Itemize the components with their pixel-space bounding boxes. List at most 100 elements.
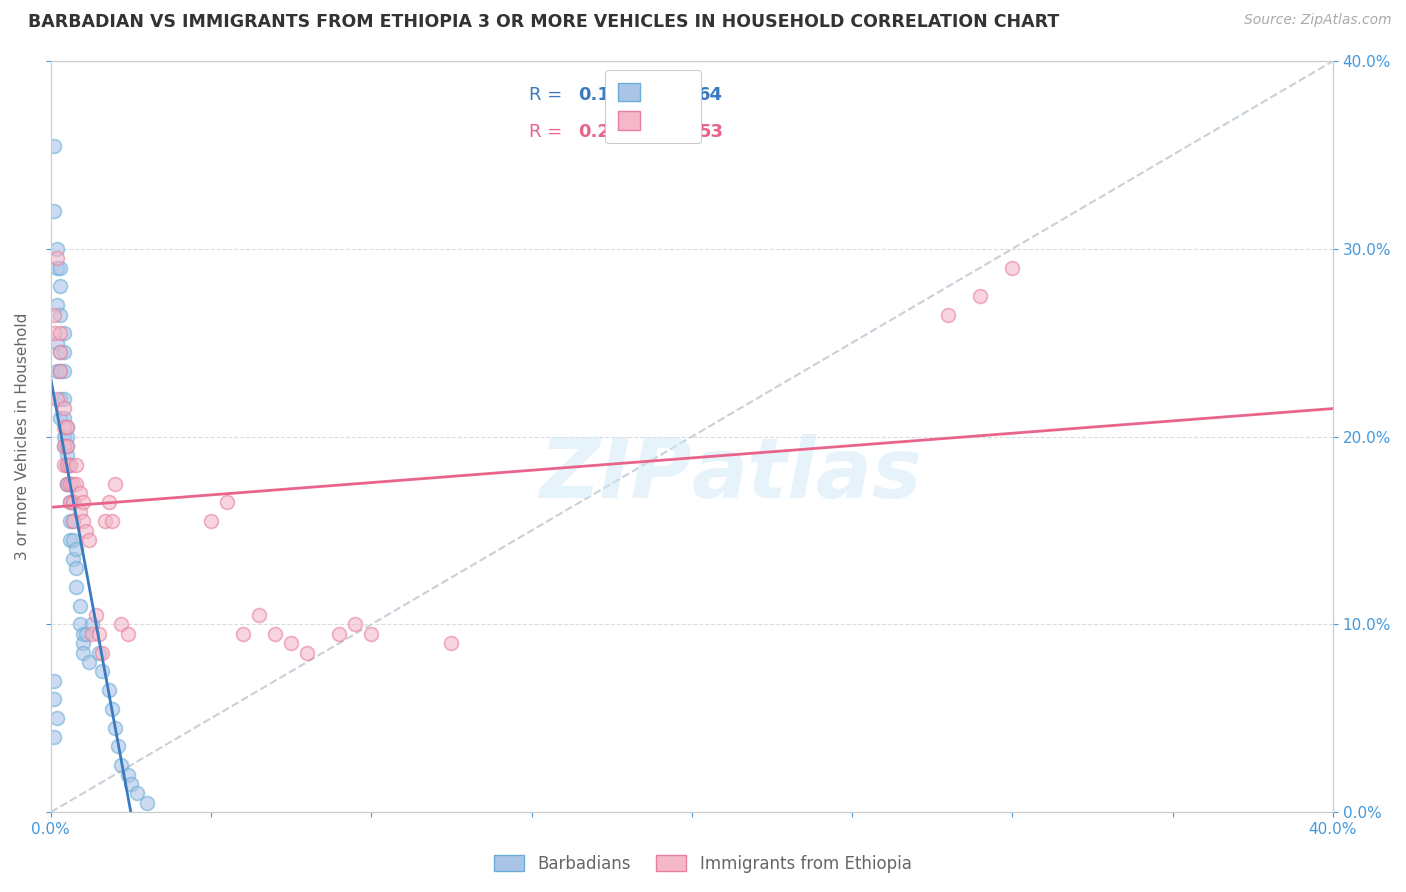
- Point: [264, 627, 287, 641]
- Point: [297, 646, 319, 660]
- Point: [232, 627, 254, 641]
- Text: R =: R =: [529, 123, 568, 142]
- Point: [107, 739, 129, 754]
- Point: [247, 607, 270, 622]
- Text: N =: N =: [655, 86, 695, 104]
- Point: [62, 551, 84, 566]
- Point: [72, 627, 94, 641]
- Point: [56, 458, 79, 472]
- Point: [59, 476, 82, 491]
- Point: [42, 673, 65, 688]
- Point: [52, 458, 75, 472]
- Y-axis label: 3 or more Vehicles in Household: 3 or more Vehicles in Household: [15, 313, 30, 560]
- Point: [42, 692, 65, 706]
- Point: [56, 439, 79, 453]
- Point: [84, 607, 107, 622]
- Point: [59, 495, 82, 509]
- Point: [328, 627, 350, 641]
- Point: [56, 430, 79, 444]
- Point: [52, 364, 75, 378]
- Point: [49, 410, 72, 425]
- Point: [46, 260, 69, 275]
- Text: atlas: atlas: [692, 434, 922, 515]
- Point: [62, 495, 84, 509]
- Point: [82, 617, 104, 632]
- Point: [65, 542, 87, 557]
- Point: [97, 683, 120, 698]
- Point: [46, 392, 69, 406]
- Text: 0.197: 0.197: [578, 86, 634, 104]
- Point: [52, 439, 75, 453]
- Legend:       ,       : ,: [606, 70, 702, 144]
- Point: [110, 758, 132, 772]
- Point: [117, 627, 139, 641]
- Point: [56, 420, 79, 434]
- Point: [104, 476, 127, 491]
- Point: [936, 308, 959, 322]
- Point: [91, 665, 114, 679]
- Point: [56, 476, 79, 491]
- Text: BARBADIAN VS IMMIGRANTS FROM ETHIOPIA 3 OR MORE VEHICLES IN HOUSEHOLD CORRELATIO: BARBADIAN VS IMMIGRANTS FROM ETHIOPIA 3 …: [28, 13, 1059, 31]
- Point: [56, 420, 79, 434]
- Text: ZIP: ZIP: [538, 434, 692, 515]
- Point: [65, 561, 87, 575]
- Text: 64: 64: [699, 86, 723, 104]
- Point: [42, 138, 65, 153]
- Point: [87, 646, 110, 660]
- Point: [56, 458, 79, 472]
- Point: [65, 458, 87, 472]
- Point: [75, 524, 97, 538]
- Text: 0.272: 0.272: [578, 123, 634, 142]
- Point: [72, 636, 94, 650]
- Point: [52, 420, 75, 434]
- Point: [56, 476, 79, 491]
- Point: [49, 279, 72, 293]
- Point: [42, 204, 65, 219]
- Point: [42, 308, 65, 322]
- Point: [62, 476, 84, 491]
- Point: [59, 458, 82, 472]
- Point: [69, 505, 91, 519]
- Point: [52, 401, 75, 416]
- Point: [100, 702, 122, 716]
- Point: [49, 345, 72, 359]
- Point: [75, 627, 97, 641]
- Point: [59, 476, 82, 491]
- Point: [52, 430, 75, 444]
- Point: [1001, 260, 1024, 275]
- Point: [117, 767, 139, 781]
- Point: [56, 439, 79, 453]
- Point: [49, 364, 72, 378]
- Point: [127, 786, 149, 800]
- Point: [42, 730, 65, 744]
- Point: [136, 796, 159, 810]
- Point: [69, 486, 91, 500]
- Point: [59, 514, 82, 528]
- Point: [52, 410, 75, 425]
- Point: [62, 514, 84, 528]
- Point: [62, 533, 84, 547]
- Point: [79, 655, 101, 669]
- Point: [65, 476, 87, 491]
- Point: [120, 777, 142, 791]
- Point: [52, 392, 75, 406]
- Point: [46, 242, 69, 256]
- Point: [200, 514, 222, 528]
- Point: [217, 495, 239, 509]
- Point: [56, 449, 79, 463]
- Point: [42, 326, 65, 341]
- Point: [87, 627, 110, 641]
- Point: [46, 711, 69, 725]
- Point: [56, 458, 79, 472]
- Point: [52, 345, 75, 359]
- Point: [59, 533, 82, 547]
- Point: [360, 627, 382, 641]
- Text: Source: ZipAtlas.com: Source: ZipAtlas.com: [1244, 13, 1392, 28]
- Point: [82, 627, 104, 641]
- Legend: Barbadians, Immigrants from Ethiopia: Barbadians, Immigrants from Ethiopia: [488, 848, 918, 880]
- Point: [46, 252, 69, 266]
- Text: N =: N =: [655, 123, 695, 142]
- Point: [104, 721, 127, 735]
- Point: [49, 308, 72, 322]
- Point: [52, 439, 75, 453]
